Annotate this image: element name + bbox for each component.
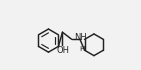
Text: H: H	[79, 46, 84, 52]
Text: NH: NH	[74, 33, 87, 42]
Text: OH: OH	[56, 46, 69, 55]
